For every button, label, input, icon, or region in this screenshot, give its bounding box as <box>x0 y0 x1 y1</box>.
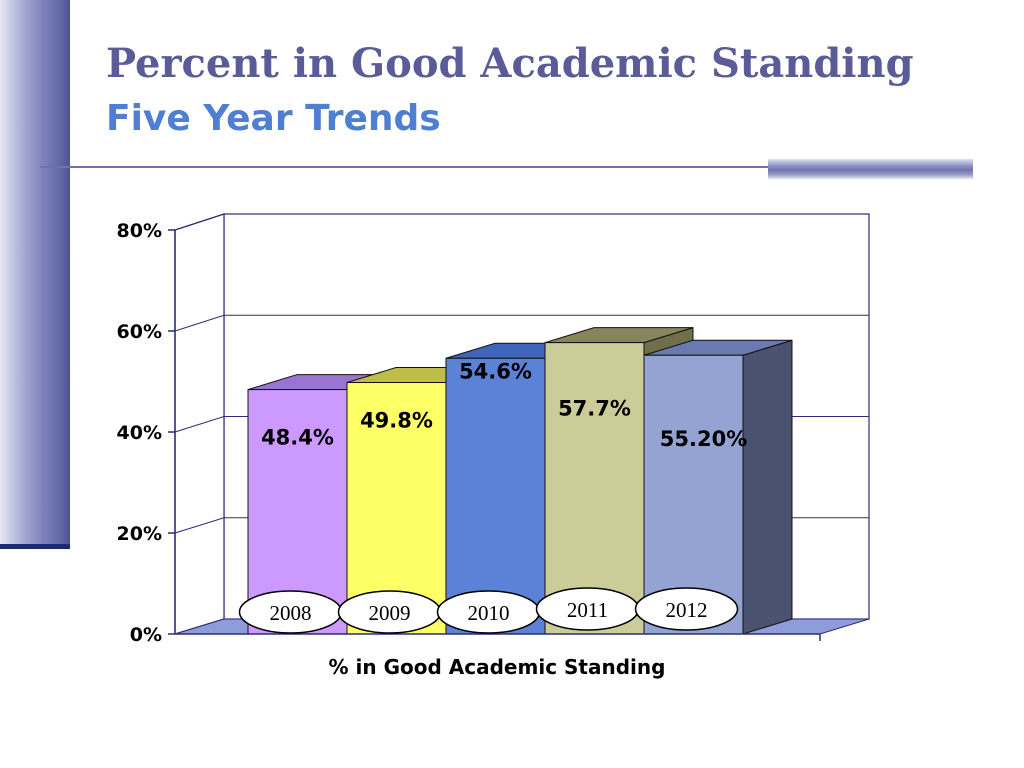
y-tick-label: 20% <box>117 523 162 545</box>
bar-2012 <box>643 339 793 635</box>
y-tick-label: 40% <box>117 422 162 444</box>
data-label-2009: 49.8% <box>360 409 433 433</box>
gridline <box>174 213 869 231</box>
left-bar-edge <box>0 544 70 549</box>
chart-y-axis: 0% 20% 40% 60% 80% <box>117 220 821 646</box>
left-decorative-bar <box>0 0 70 548</box>
y-tick-label: 80% <box>117 220 162 242</box>
category-2009: 2009 <box>337 590 442 634</box>
slide-title: Percent in Good Academic Standing <box>106 40 914 87</box>
slide-subtitle: Five Year Trends <box>106 98 441 139</box>
y-tick-label: 0% <box>130 624 162 646</box>
category-label: 2008 <box>270 601 312 625</box>
data-label-2010: 54.6% <box>459 359 532 383</box>
category-2011: 2011 <box>535 587 640 631</box>
category-oval <box>634 587 739 631</box>
bar-side <box>742 339 793 635</box>
y-tick-label: 60% <box>117 321 162 343</box>
data-label-2008: 48.4% <box>261 426 334 450</box>
chart-data-labels: 48.4% 49.8% 54.6% 57.7% 55.20% <box>261 359 747 451</box>
category-label: 2012 <box>666 598 708 622</box>
category-2010: 2010 <box>436 590 541 634</box>
category-2008: 2008 <box>238 590 343 634</box>
chart-bars <box>247 326 793 635</box>
gridline <box>174 314 869 332</box>
x-axis-label: % in Good Academic Standing <box>329 655 666 679</box>
title-accent-bar <box>768 159 973 179</box>
bar-front <box>445 357 546 635</box>
title-underline <box>40 166 770 168</box>
chart-category-labels: 2008 2009 2010 2011 2012 <box>238 587 739 634</box>
data-label-2011: 57.7% <box>558 397 631 421</box>
category-label: 2009 <box>369 601 411 625</box>
category-label: 2011 <box>567 598 608 622</box>
category-2012: 2012 <box>634 587 739 631</box>
bar-front <box>544 342 645 635</box>
category-label: 2010 <box>468 601 510 625</box>
data-label-2012: 55.20% <box>660 427 747 451</box>
